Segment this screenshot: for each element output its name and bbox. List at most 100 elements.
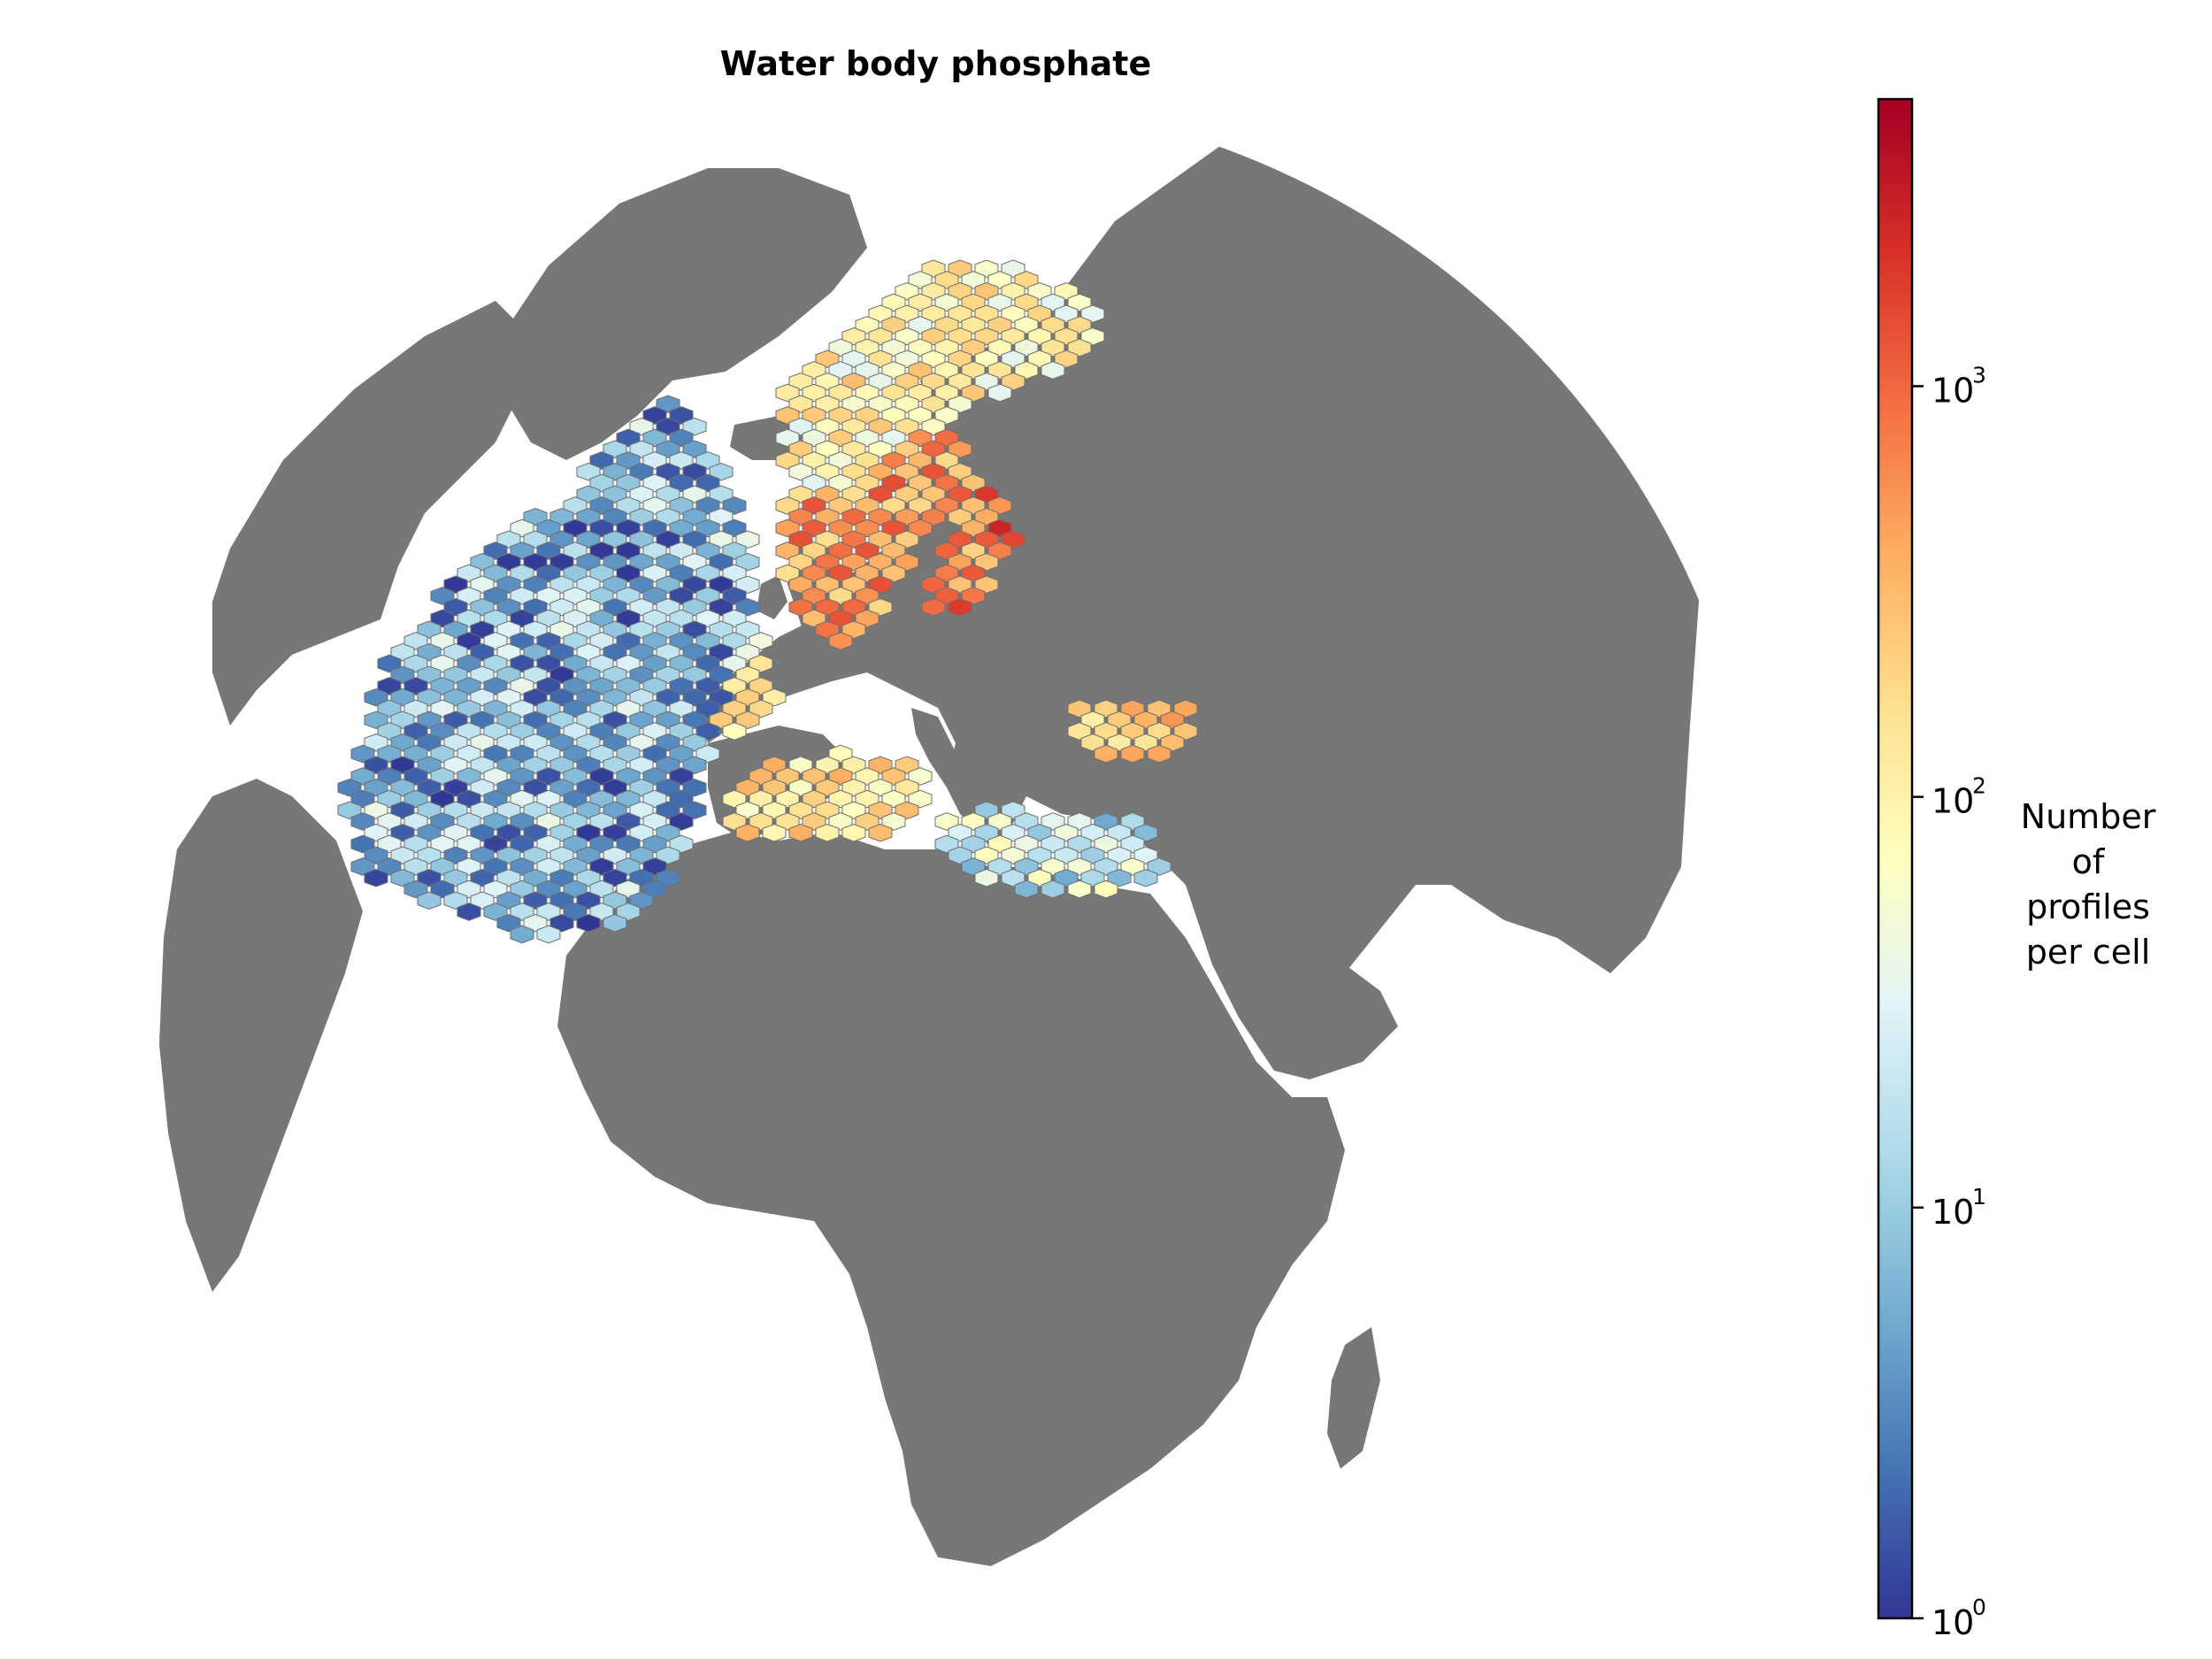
hex-cell: [589, 857, 614, 876]
hex-cell: [629, 530, 654, 549]
hex-cell: [576, 846, 601, 865]
hex-cell: [895, 281, 919, 301]
hex-cell: [868, 304, 893, 324]
hex-cell: [549, 642, 574, 662]
hex-cell: [815, 801, 840, 820]
hex-cell: [987, 541, 1012, 560]
hex-cell: [576, 778, 601, 797]
hex-cell: [589, 879, 614, 899]
hex-cell: [948, 530, 972, 549]
hex-cell: [536, 632, 561, 650]
hex-cell: [403, 767, 428, 786]
hex-cell: [881, 293, 906, 312]
hex-cell: [576, 687, 601, 707]
hex-cell: [616, 902, 641, 921]
hex-cell: [895, 530, 919, 549]
hex-cell: [364, 868, 388, 887]
hex-cell: [855, 316, 879, 334]
hex-cell: [735, 778, 760, 797]
hex-cell: [974, 507, 999, 526]
hex-cell: [974, 552, 999, 572]
hex-cell: [656, 417, 680, 436]
hex-cell: [1014, 857, 1039, 876]
hex-cell: [483, 609, 508, 628]
hex-cell: [616, 609, 641, 628]
hexagon-cells: [337, 259, 1198, 944]
hex-cell: [510, 609, 534, 628]
hex-cell: [642, 879, 667, 899]
hex-cell: [603, 801, 627, 820]
hex-cell: [656, 710, 680, 730]
hex-cell: [1173, 722, 1198, 741]
hex-cell: [735, 620, 760, 640]
hex-cell: [417, 756, 442, 775]
hex-cell: [377, 654, 402, 673]
hex-cell: [868, 417, 893, 436]
hex-cell: [629, 687, 654, 707]
hex-cell: [457, 677, 481, 695]
hex-cell: [443, 756, 468, 775]
land-greenland: [495, 168, 867, 460]
hex-cell: [1147, 857, 1171, 876]
hex-cell: [1001, 349, 1025, 369]
hex-cell: [629, 756, 654, 775]
hex-cell: [549, 552, 574, 572]
hex-cell: [563, 564, 588, 583]
hex-cell: [868, 349, 893, 369]
hex-cell: [974, 575, 999, 595]
hex-cell: [536, 789, 561, 809]
hex-cell: [523, 575, 548, 595]
hex-cell: [908, 361, 933, 380]
hex-cell: [1133, 823, 1158, 842]
hex-cell: [417, 710, 442, 730]
hex-cell: [775, 518, 800, 538]
hex-cell: [1080, 326, 1105, 346]
hex-cell: [496, 665, 521, 685]
hex-cell: [563, 879, 588, 899]
hex-cell: [549, 846, 574, 865]
hex-cell: [589, 587, 614, 605]
hex-cell: [895, 326, 919, 346]
hex-cell: [934, 293, 959, 312]
hex-cell: [841, 575, 866, 595]
hex-cell: [921, 372, 946, 391]
hex-cell: [868, 778, 893, 797]
hex-cell: [377, 744, 402, 764]
hex-cell: [828, 338, 853, 357]
hex-cell: [523, 913, 548, 933]
hex-cell: [377, 857, 402, 876]
hex-cell: [656, 733, 680, 752]
hex-cell: [576, 485, 601, 504]
hex-cell: [496, 575, 521, 595]
hex-cell: [656, 846, 680, 865]
hex-cell: [603, 575, 627, 595]
hex-cell: [656, 597, 680, 617]
hex-cell: [390, 846, 415, 865]
colorbar-tick-label: 10: [1932, 371, 1974, 410]
hex-cell: [1001, 846, 1025, 865]
hex-cell: [722, 722, 747, 741]
hex-cell: [921, 395, 946, 414]
hex-cell: [470, 823, 495, 842]
hex-cell: [855, 383, 879, 403]
hex-cell: [815, 440, 840, 459]
hex-cell: [841, 349, 866, 369]
hex-cell: [881, 473, 906, 493]
hex-cell: [948, 507, 972, 526]
hex-cell: [470, 710, 495, 730]
hex-cell: [523, 801, 548, 820]
hex-cell: [603, 846, 627, 865]
hex-cell: [908, 316, 933, 334]
hex-cell: [377, 834, 402, 854]
hex-cell: [536, 925, 561, 944]
hex-cell: [629, 801, 654, 820]
hex-cell: [337, 801, 362, 820]
hex-cell: [1041, 361, 1065, 380]
hex-cell: [841, 507, 866, 526]
hex-cell: [921, 349, 946, 369]
hex-cell: [749, 632, 773, 650]
hex-cell: [642, 609, 667, 628]
hex-cell: [895, 372, 919, 391]
hex-cell: [642, 677, 667, 695]
